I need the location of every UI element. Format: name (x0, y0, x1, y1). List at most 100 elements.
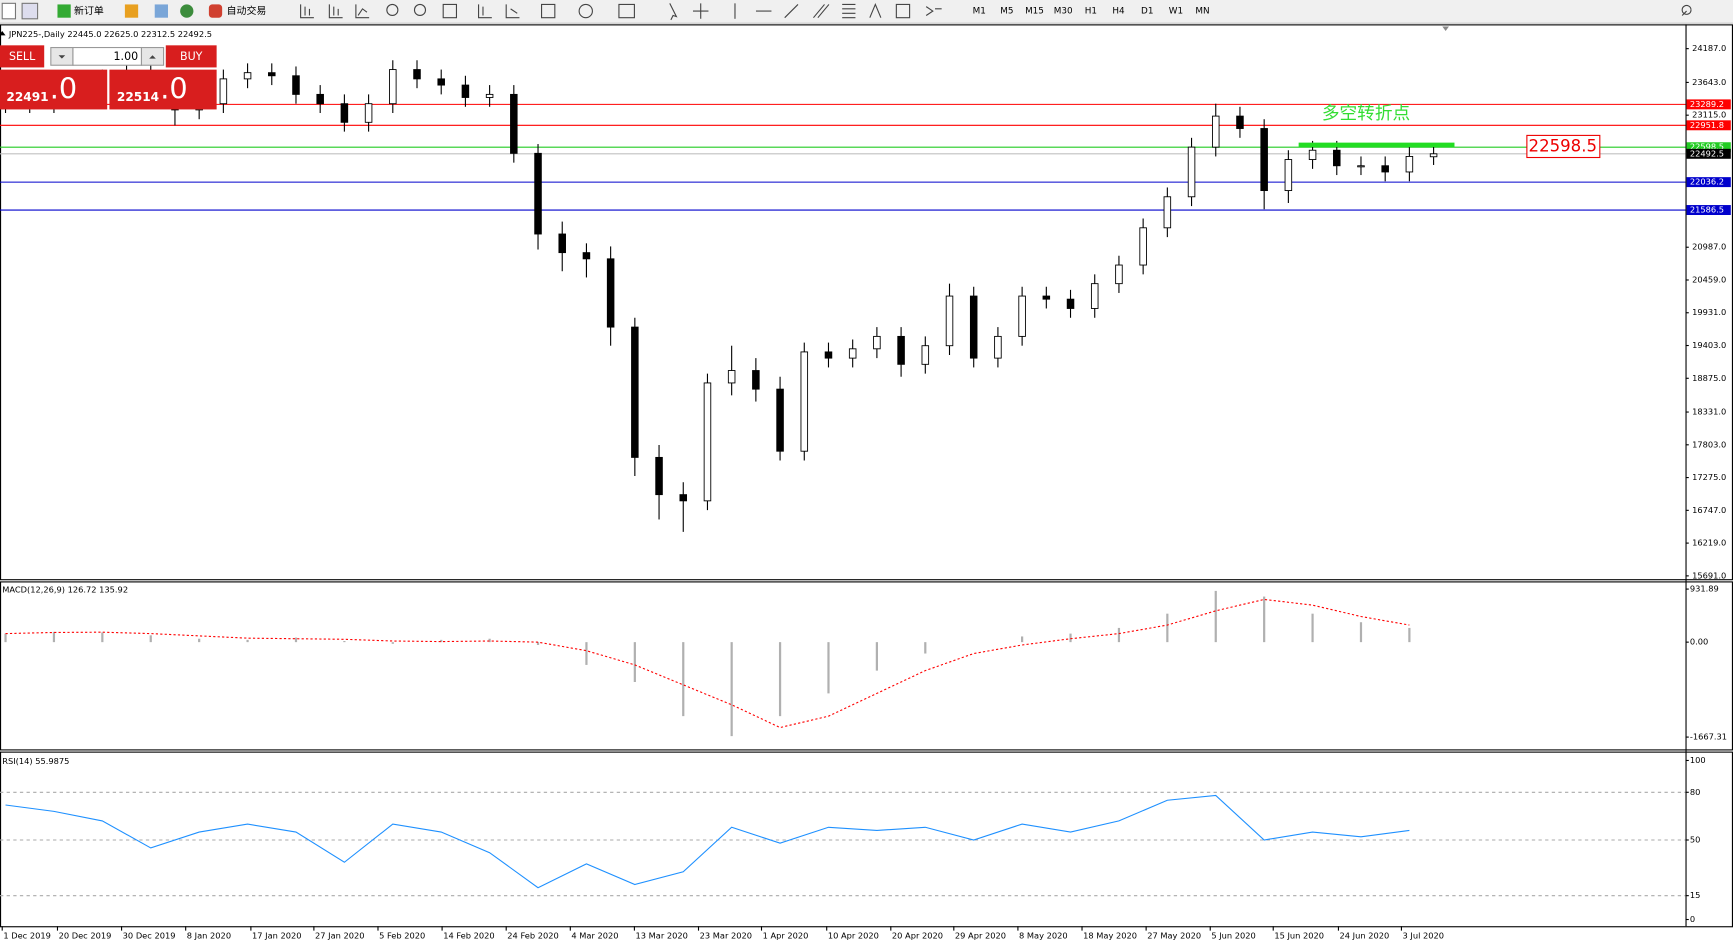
tool-icon[interactable] (154, 4, 168, 18)
date-label: 30 Dec 2019 (123, 931, 176, 941)
level-label: 21586.5 (1690, 205, 1724, 215)
templates[interactable] (618, 3, 635, 19)
candle-body (1405, 156, 1414, 173)
buy-price[interactable]: 22514 (117, 90, 159, 104)
y-tick-label: 50 (1690, 834, 1701, 844)
search[interactable] (1681, 4, 1692, 16)
level-label: 22598.5 (1690, 142, 1724, 152)
date-label: 8 May 2020 (1019, 931, 1068, 941)
candle-body (752, 370, 760, 390)
date-label: 1 Dec 2019 (3, 931, 51, 941)
candle-body (461, 84, 470, 98)
buy-price-pips[interactable]: .0 (160, 72, 187, 106)
date-label: 1 Apr 2020 (763, 931, 809, 941)
buy-label[interactable]: BUY (180, 50, 203, 63)
candle-body (1115, 264, 1123, 285)
level-tag (1686, 205, 1731, 215)
date-label: 17 Jan 2020 (252, 931, 302, 941)
candle-body (1018, 295, 1026, 337)
date-label: 20 Apr 2020 (892, 931, 943, 941)
trend-line[interactable] (784, 4, 799, 19)
candle-body (1042, 295, 1051, 300)
tool-icon[interactable] (355, 4, 370, 19)
arrows[interactable] (925, 6, 942, 16)
candle-body (824, 351, 833, 359)
toolbar (0, 0, 1733, 24)
indicator-title: MACD(12,26,9) 126.72 135.92 (2, 585, 128, 595)
tool-icon[interactable] (505, 4, 520, 19)
tool-icon[interactable] (478, 4, 492, 19)
period-button[interactable]: M1 (973, 7, 986, 17)
indicator-title: RSI(14) 55.9875 (2, 756, 69, 766)
price-chart: 24187.0 23643.0 23115.0 20987.0 20459.0 19931… (0, 43, 1731, 580)
level-tag (1686, 99, 1731, 110)
period-button[interactable]: M5 (1000, 7, 1013, 17)
buy-button[interactable] (165, 45, 217, 68)
buy-price-box[interactable] (109, 69, 217, 110)
candle-body (727, 370, 736, 384)
tool-icon[interactable] (442, 3, 458, 19)
new-order-icon[interactable] (57, 4, 71, 18)
crosshair[interactable] (692, 3, 709, 19)
candle-body (945, 295, 954, 347)
candle-body (316, 93, 324, 105)
period-button[interactable]: M15 (1025, 7, 1044, 17)
candle-body (413, 69, 421, 80)
period-button[interactable]: H4 (1112, 7, 1125, 17)
sell-price[interactable]: 22491 (6, 90, 48, 104)
y-tick-label: 18331.0 (1692, 407, 1726, 417)
sell-price-box[interactable] (0, 69, 108, 110)
sell-label[interactable]: SELL (9, 50, 36, 63)
candle-body (582, 252, 591, 260)
date-label: 23 Mar 2020 (700, 931, 752, 941)
indicators[interactable] (541, 3, 556, 19)
tool-icon[interactable] (300, 4, 314, 19)
date-label: 24 Jun 2020 (1340, 931, 1390, 941)
label-tool[interactable] (895, 3, 911, 19)
candle-body (437, 78, 445, 86)
candle-body (873, 335, 881, 350)
candle-body (606, 258, 615, 328)
y-tick-label: 931.89 (1690, 584, 1719, 594)
candle-body (364, 103, 373, 123)
zoom-in[interactable] (386, 3, 399, 17)
candle-body (776, 388, 784, 452)
zoom-out[interactable] (413, 3, 427, 17)
tool-icon[interactable] (180, 4, 194, 18)
period-button[interactable]: D1 (1141, 7, 1153, 17)
lot-value[interactable]: 1.00 (114, 50, 139, 63)
periods-icon[interactable] (578, 3, 593, 19)
candle-body (510, 93, 518, 154)
lot-up-arrow (149, 55, 156, 59)
date-label: 5 Feb 2020 (379, 931, 425, 941)
tool-icon[interactable] (1, 2, 17, 20)
sell-price-pips[interactable]: .0 (50, 72, 77, 106)
text-tool[interactable] (869, 2, 882, 18)
period-button[interactable]: MN (1195, 7, 1209, 17)
new-order-button[interactable]: 新订单 (74, 4, 104, 17)
rsi-panel (0, 751, 1733, 928)
period-button[interactable]: W1 (1169, 7, 1183, 17)
symbol-header: JPN225-,Daily 22445.0 22625.0 22312.5 22… (8, 29, 212, 39)
y-tick-label: 23643.0 (1692, 77, 1726, 87)
cursor[interactable] (669, 3, 678, 21)
sell-button[interactable] (0, 45, 45, 68)
date-label: 5 Jun 2020 (1211, 931, 1255, 941)
tool-icon[interactable] (328, 4, 343, 19)
y-tick-label: 17275.0 (1692, 472, 1726, 482)
y-tick-label: -1667.31 (1690, 732, 1727, 742)
date-label: 14 Feb 2020 (443, 931, 494, 941)
y-tick-label: 100 (1690, 755, 1706, 765)
tool-icon[interactable] (21, 2, 39, 20)
candle-body (1333, 149, 1341, 167)
auto-trading-icon[interactable] (208, 4, 223, 18)
tool-icon[interactable] (124, 4, 139, 18)
candle-body (268, 72, 276, 77)
auto-trading-button[interactable]: 自动交易 (227, 4, 267, 17)
period-button[interactable]: H1 (1085, 7, 1097, 17)
period-button[interactable]: M30 (1054, 7, 1073, 17)
channel[interactable] (813, 4, 830, 19)
y-tick-label: 18875.0 (1692, 373, 1726, 383)
fibo[interactable] (842, 3, 856, 19)
